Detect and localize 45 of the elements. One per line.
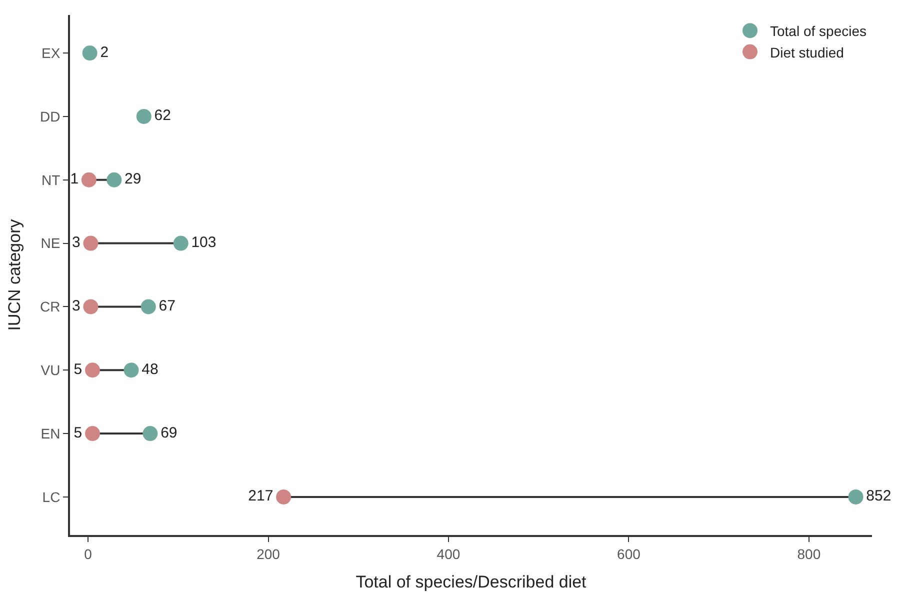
point xyxy=(82,46,98,61)
data-label: 2 xyxy=(100,44,109,61)
point xyxy=(85,362,100,378)
point xyxy=(140,299,156,314)
data-label: 69 xyxy=(160,424,178,442)
data-label: 62 xyxy=(154,107,171,124)
point xyxy=(276,489,292,504)
data-label: 217 xyxy=(248,488,274,505)
y-tick-label: DD xyxy=(40,108,60,124)
y-tick-label: CR xyxy=(40,298,60,315)
data-label: 3 xyxy=(72,297,80,314)
x-tick-label: 400 xyxy=(436,546,460,562)
y-tick-label: NT xyxy=(42,172,61,188)
point xyxy=(124,362,139,378)
legend-label: Total of species xyxy=(770,23,866,40)
y-axis-title: IUCN category xyxy=(5,218,24,331)
data-label: 5 xyxy=(74,424,82,442)
point xyxy=(83,236,98,251)
data-label: 852 xyxy=(866,488,892,505)
data-label: 29 xyxy=(124,170,142,188)
y-tick-label: LC xyxy=(42,488,60,505)
y-tick-label: EN xyxy=(40,425,60,442)
point xyxy=(85,426,100,442)
point xyxy=(106,172,122,188)
x-tick-label: 200 xyxy=(256,546,280,562)
point xyxy=(848,489,864,504)
data-label: 48 xyxy=(142,360,158,378)
point xyxy=(83,299,98,314)
x-tick-label: 600 xyxy=(617,546,641,562)
x-tick-label: 800 xyxy=(797,546,821,562)
data-label: 1 xyxy=(70,170,79,188)
data-label: 103 xyxy=(191,234,216,252)
y-tick-label: VU xyxy=(40,362,60,378)
data-label: 5 xyxy=(74,360,82,378)
point xyxy=(81,172,96,188)
point xyxy=(173,236,188,251)
y-tick-label: NE xyxy=(40,235,60,252)
point xyxy=(142,426,158,442)
y-tick-label: EX xyxy=(42,44,61,61)
x-axis-title: Total of species/Described diet xyxy=(356,572,587,592)
x-tick-label: 0 xyxy=(84,546,92,562)
point xyxy=(136,108,152,124)
data-label: 3 xyxy=(72,234,80,252)
legend-label: Diet studied xyxy=(770,44,844,60)
data-label: 67 xyxy=(158,297,176,314)
